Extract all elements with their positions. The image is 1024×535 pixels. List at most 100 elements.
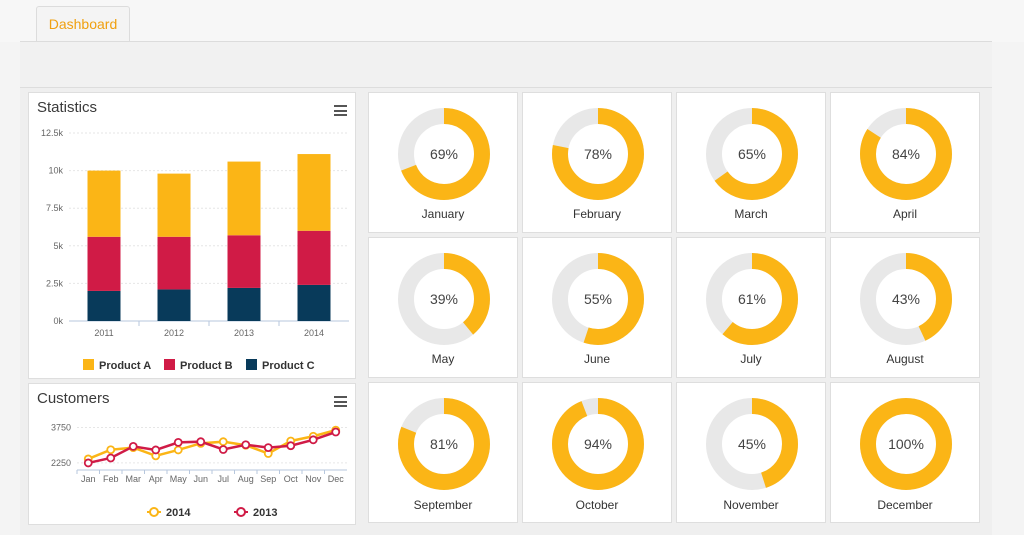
- donut-card-august[interactable]: 43% August: [830, 237, 980, 378]
- y-tick-label: 2.5k: [46, 278, 64, 288]
- donut-card-november[interactable]: 45% November: [676, 382, 826, 523]
- donut-month-label: July: [740, 352, 762, 366]
- bar-product-a-2012[interactable]: [157, 173, 191, 237]
- donut-card-april[interactable]: 84% April: [830, 92, 980, 233]
- legend-label[interactable]: Product C: [262, 360, 315, 372]
- bar-product-c-2014[interactable]: [297, 284, 331, 321]
- x-tick-label: Sep: [260, 474, 276, 484]
- x-tick-label: 2013: [234, 328, 254, 338]
- donut-card-december[interactable]: 100% December: [830, 382, 980, 523]
- legend-label[interactable]: Product B: [180, 360, 233, 372]
- donut-card-march[interactable]: 65% March: [676, 92, 826, 233]
- donut-chart: 81%: [398, 398, 490, 490]
- donut-fill-arc: [398, 108, 490, 200]
- point-2013-Nov[interactable]: [308, 435, 318, 445]
- donut-percent-label: 69%: [430, 146, 458, 162]
- point-2013-Jan[interactable]: [83, 458, 93, 468]
- donut-chart: 61%: [706, 253, 798, 345]
- point-2013-Mar[interactable]: [128, 442, 138, 451]
- x-tick-label: Feb: [103, 474, 119, 484]
- donut-chart: 78%: [552, 108, 644, 200]
- y-tick-label: 12.5k: [41, 128, 64, 138]
- donut-fill-arc: [860, 398, 952, 490]
- bar-product-a-2013[interactable]: [227, 161, 261, 236]
- legend-label[interactable]: Product A: [99, 360, 151, 372]
- donut-card-july[interactable]: 61% July: [676, 237, 826, 378]
- legend-marker: [149, 507, 159, 517]
- x-tick-label: Nov: [305, 474, 322, 484]
- bar-product-a-2014[interactable]: [297, 154, 331, 231]
- point-2013-Sep[interactable]: [263, 443, 273, 452]
- point-2013-May[interactable]: [173, 438, 183, 447]
- donut-month-label: March: [734, 207, 768, 221]
- bar-product-b-2013[interactable]: [227, 235, 261, 288]
- tab-divider: [20, 41, 992, 42]
- donut-fill-arc: [706, 253, 798, 345]
- donut-chart: 45%: [706, 398, 798, 490]
- donut-month-label: August: [886, 352, 924, 366]
- x-tick-label: May: [170, 474, 188, 484]
- x-tick-label: 2012: [164, 328, 184, 338]
- bar-product-b-2011[interactable]: [87, 236, 121, 291]
- donut-card-january[interactable]: 69% January: [368, 92, 518, 233]
- y-tick-label: 0k: [53, 316, 63, 326]
- donut-card-june[interactable]: 55% June: [522, 237, 672, 378]
- legend-swatch: [246, 359, 257, 370]
- bar-product-c-2013[interactable]: [227, 287, 261, 321]
- donut-month-label: January: [421, 207, 465, 221]
- point-2013-Jul[interactable]: [218, 445, 228, 454]
- legend-item-2013[interactable]: 2013: [234, 507, 277, 519]
- donut-card-october[interactable]: 94% October: [522, 382, 672, 523]
- point-2013-Jun[interactable]: [196, 437, 206, 447]
- tab-dashboard[interactable]: Dashboard: [36, 6, 130, 42]
- point-2014-Jul[interactable]: [218, 437, 228, 447]
- donut-chart: 84%: [860, 108, 952, 200]
- customers-panel: Customers 2250 3750 Jan Feb Mar Apr May Jun Jul A…: [28, 383, 356, 525]
- donut-percent-label: 45%: [738, 436, 766, 452]
- bar-product-c-2011[interactable]: [87, 290, 121, 321]
- legend-swatch: [83, 359, 94, 370]
- x-tick-label: Oct: [284, 474, 299, 484]
- point-2013-Feb[interactable]: [106, 453, 116, 463]
- bar-product-b-2014[interactable]: [297, 230, 331, 285]
- donut-percent-label: 39%: [430, 291, 458, 307]
- point-2014-May[interactable]: [173, 445, 183, 455]
- x-tick-label: Apr: [149, 474, 163, 484]
- donut-chart: 69%: [398, 108, 490, 200]
- donut-card-may[interactable]: 39% May: [368, 237, 518, 378]
- legend-item-2014[interactable]: 2014: [147, 507, 191, 519]
- tab-bar: Dashboard: [0, 0, 1024, 42]
- legend-swatch: [164, 359, 175, 370]
- donut-chart: 94%: [552, 398, 644, 490]
- point-2013-Dec[interactable]: [331, 427, 341, 437]
- y-tick-label: 7.5k: [46, 203, 64, 213]
- legend-marker: [236, 507, 246, 517]
- donut-month-label: February: [572, 207, 622, 221]
- point-2013-Oct[interactable]: [286, 441, 296, 451]
- donut-month-label: April: [892, 207, 917, 221]
- point-2013-Apr[interactable]: [151, 445, 161, 455]
- y-tick-label: 2250: [51, 458, 71, 468]
- donut-card-february[interactable]: 78% February: [522, 92, 672, 233]
- donut-month-label: November: [723, 498, 779, 512]
- toolbar-area: [20, 42, 992, 88]
- donut-fill-arc: [860, 253, 952, 345]
- donut-month-label: December: [877, 498, 933, 512]
- donut-percent-label: 100%: [888, 436, 924, 452]
- donut-chart: 39%: [398, 253, 490, 345]
- hamburger-menu-icon[interactable]: [334, 396, 347, 407]
- donut-percent-label: 55%: [584, 291, 612, 307]
- point-2013-Aug[interactable]: [241, 440, 251, 450]
- y-tick-label: 3750: [51, 423, 71, 433]
- bar-product-c-2012[interactable]: [157, 289, 191, 321]
- statistics-panel: Statistics 0k 2.5k 5k 7.5k 10k 12.5k 2011 2012 2…: [28, 92, 356, 379]
- point-2014-Feb[interactable]: [106, 445, 116, 455]
- hamburger-menu-icon[interactable]: [334, 105, 347, 116]
- donut-chart: 100%: [860, 398, 952, 490]
- bar-product-b-2012[interactable]: [157, 236, 191, 290]
- customers-title: Customers: [37, 390, 110, 407]
- bar-product-a-2011[interactable]: [87, 170, 121, 237]
- donut-card-september[interactable]: 81% September: [368, 382, 518, 523]
- donut-fill-arc: [398, 253, 490, 345]
- x-tick-label: Dec: [328, 474, 345, 484]
